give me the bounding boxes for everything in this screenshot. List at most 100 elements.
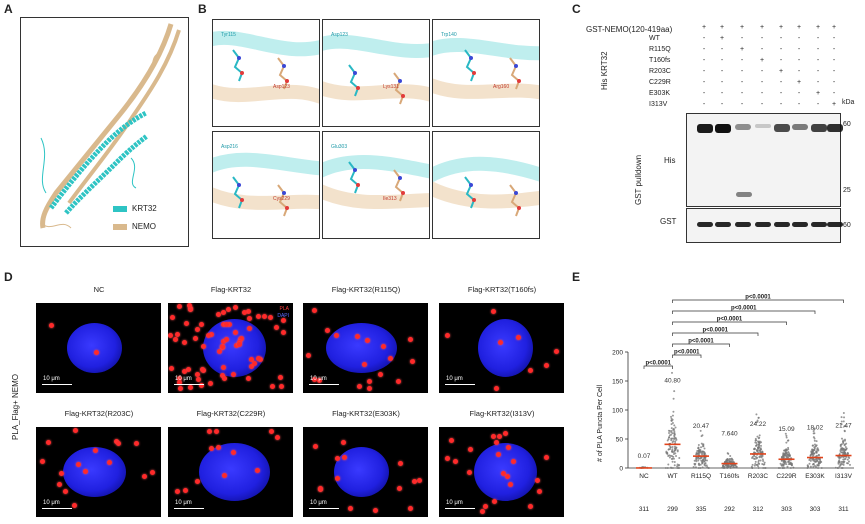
data-point (810, 451, 813, 454)
pla-puncta (246, 376, 251, 381)
pla-puncta (196, 377, 201, 382)
data-point (702, 443, 705, 446)
data-point (671, 422, 674, 425)
row-label-c229r: C229R (649, 79, 671, 86)
data-point (814, 460, 817, 463)
data-point (727, 465, 730, 468)
pla-puncta (506, 445, 511, 450)
gst-pulldown-label: GST pulldown (634, 154, 643, 205)
dapi-nucleus (63, 447, 126, 497)
data-point (785, 448, 788, 451)
pm-sign: - (816, 101, 820, 108)
atom-n (398, 79, 402, 83)
pla-puncta (231, 450, 236, 455)
pla-puncta (249, 357, 254, 362)
data-point (819, 461, 822, 464)
data-point (809, 454, 812, 457)
residue-label: Trp140 (441, 32, 457, 38)
data-point (670, 437, 673, 440)
pla-puncta (467, 470, 472, 475)
legend-krt32-label: KRT32 (132, 204, 157, 213)
n-value: 311 (639, 506, 650, 513)
scale-bar (174, 508, 204, 509)
pla-puncta (209, 332, 214, 337)
residue-sticks (232, 49, 244, 82)
nemo-swatch (113, 223, 127, 230)
data-point (785, 453, 788, 456)
pla-puncta (325, 328, 330, 333)
data-point (785, 434, 788, 437)
x-category-label: E303K (805, 473, 825, 480)
significance-bracket (672, 310, 816, 314)
pm-sign: - (832, 35, 836, 42)
pla-puncta (255, 468, 260, 473)
pla-puncta (373, 508, 378, 513)
p-value-label: p<0.0001 (731, 306, 757, 312)
pla-image-title: NC (93, 285, 105, 294)
data-point (755, 439, 758, 442)
pm-sign: - (760, 68, 764, 75)
n-value: 312 (753, 506, 764, 513)
pla-puncta (40, 459, 45, 464)
data-point (755, 444, 758, 447)
krt32-nemo-structure-svg (40, 23, 181, 229)
data-point (701, 453, 704, 456)
pla-puncta (511, 459, 516, 464)
pla-puncta (195, 372, 200, 377)
data-point (843, 430, 846, 433)
data-point (730, 457, 733, 460)
row-label-wt: WT (649, 35, 660, 42)
pla-puncta (408, 337, 413, 342)
pla-puncta (184, 321, 189, 326)
data-point (697, 449, 700, 452)
pla-puncta (348, 506, 353, 511)
data-point (757, 445, 760, 448)
pm-sign: - (702, 57, 706, 64)
atom-o (356, 183, 360, 187)
pla-puncta (247, 326, 252, 331)
pm-sign: - (797, 101, 801, 108)
significance-bracket (672, 332, 759, 336)
marker-60-gst: 60 (843, 222, 851, 229)
pla-puncta (247, 316, 252, 321)
data-point (811, 454, 814, 457)
pla-puncta (496, 452, 501, 457)
residue-label: Cys229 (273, 196, 290, 202)
pla-puncta (334, 333, 339, 338)
nemo-loops (40, 52, 160, 229)
pla-puncta (483, 504, 488, 509)
structure-zoom-panel (432, 131, 540, 239)
pla-puncta (224, 322, 229, 327)
data-point (729, 467, 732, 469)
pla-puncta (492, 499, 497, 504)
pla-puncta (357, 384, 362, 389)
atom-n (398, 176, 402, 180)
data-point (677, 467, 680, 469)
pla-puncta (491, 434, 496, 439)
pla-puncta (275, 435, 280, 440)
dapi-nucleus (203, 319, 266, 377)
p-value-label: p<0.0001 (645, 361, 671, 367)
residue-label: Asp123 (331, 32, 348, 38)
dapi-nucleus (67, 323, 122, 373)
data-point (673, 434, 676, 437)
data-point (673, 424, 676, 427)
pla-puncta (182, 340, 187, 345)
pla-puncta (256, 356, 261, 361)
data-point (751, 463, 754, 466)
data-point (666, 467, 669, 469)
pla-puncta (199, 383, 204, 388)
residue-label: Lys131 (383, 84, 399, 90)
pm-sign: - (779, 101, 783, 108)
gst-plus-sign: + (719, 24, 725, 31)
pla-puncta (239, 336, 244, 341)
data-point (816, 447, 819, 450)
pla-puncta (222, 376, 227, 381)
panel-a-structure: KRT32 NEMO (20, 17, 189, 247)
data-point (667, 429, 670, 432)
his-band (811, 124, 827, 132)
data-point (703, 451, 706, 454)
pm-sign: - (760, 79, 764, 86)
gst-band (811, 222, 827, 227)
data-point (812, 465, 815, 468)
